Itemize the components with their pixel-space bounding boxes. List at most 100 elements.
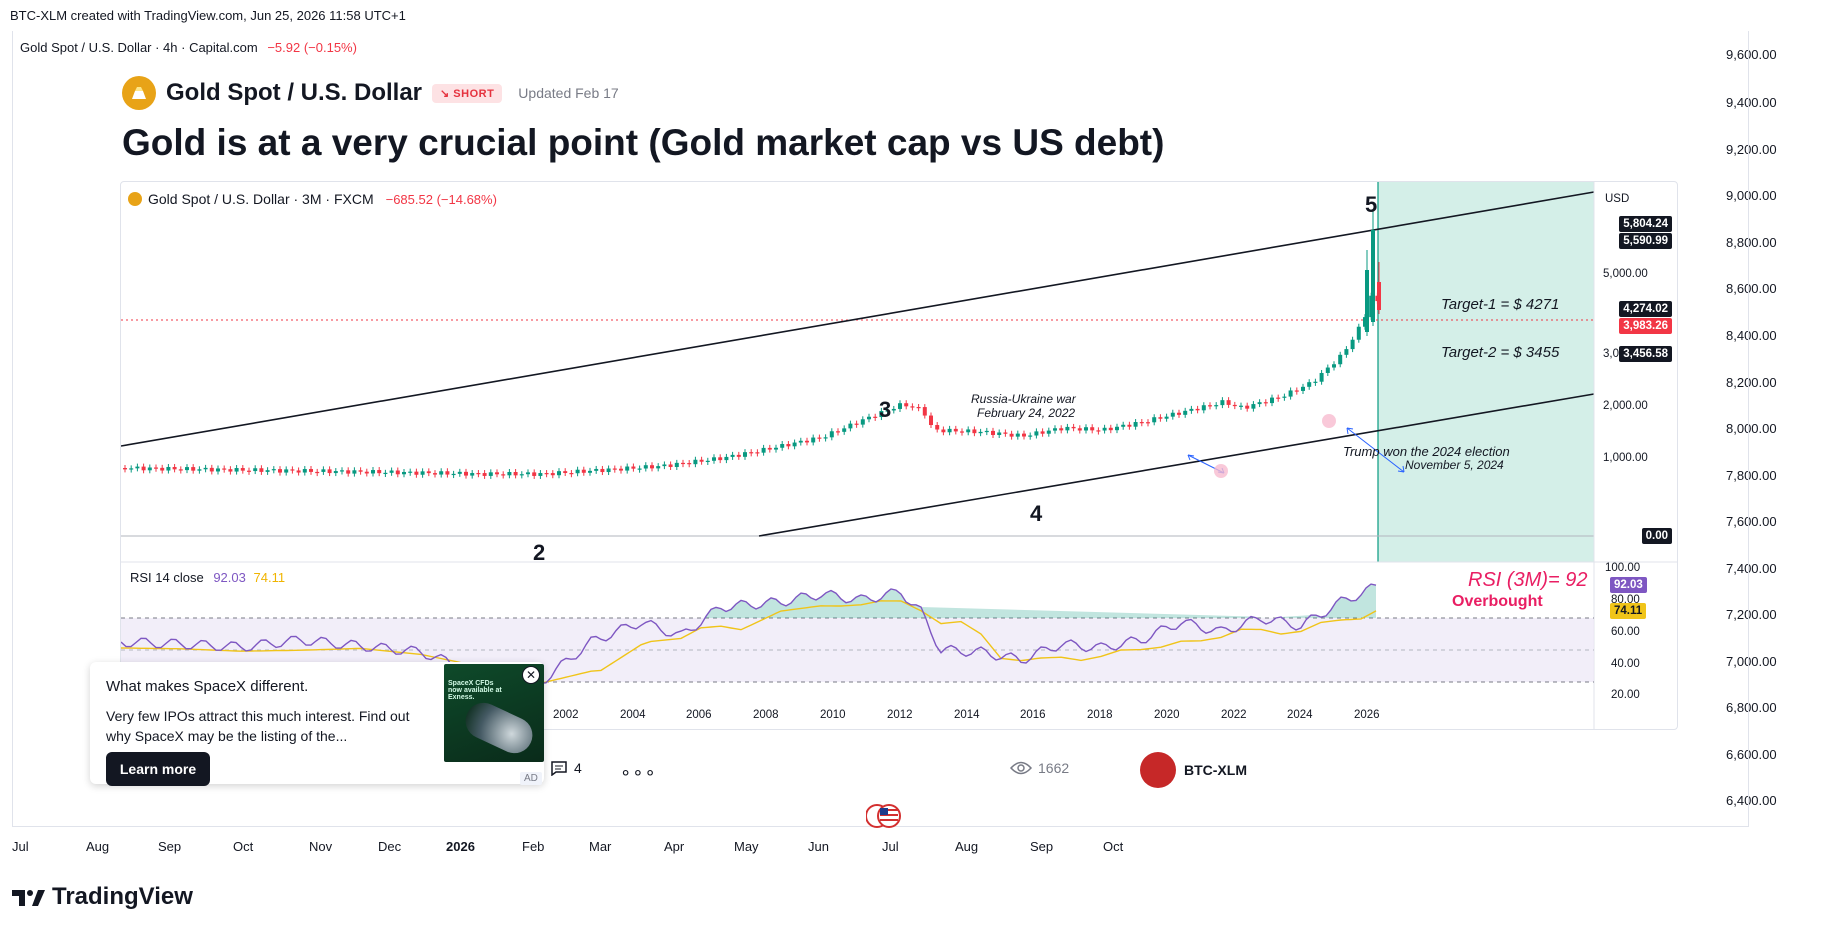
time-tick: Jul	[882, 839, 899, 854]
candle	[532, 472, 537, 476]
candle	[1040, 431, 1045, 434]
rsi-label[interactable]: RSI 14 close	[130, 570, 204, 585]
price-label-last: 4,274.02	[1619, 301, 1672, 317]
candle	[798, 440, 803, 443]
candle	[1307, 382, 1312, 387]
candle	[563, 471, 568, 474]
candle	[712, 457, 716, 461]
candle	[898, 403, 902, 409]
time-tick: 2026	[446, 839, 475, 854]
idea-chart[interactable]: USD 5,000.00 3,000.00 2,000.00 1,000.00 …	[120, 181, 1678, 730]
target-1-label: Target-1 = $ 4271	[1441, 296, 1560, 313]
candle	[519, 474, 524, 476]
candle	[755, 452, 760, 454]
candle	[761, 447, 766, 453]
candle	[433, 473, 437, 475]
chart-canvas[interactable]	[121, 182, 1677, 729]
candle	[1189, 408, 1194, 411]
inner-symbol[interactable]: Gold Spot / U.S. Dollar · 3M · FXCM	[148, 191, 374, 207]
ad-body: Very few IPOs attract this much interest…	[106, 708, 410, 744]
candle	[749, 452, 754, 454]
candle	[1028, 435, 1033, 437]
candle	[234, 468, 239, 472]
candle	[972, 429, 977, 434]
tradingview-logo[interactable]: TradingView	[12, 883, 193, 911]
candle	[209, 467, 214, 472]
ad-card[interactable]: What makes SpaceX different. Very few IP…	[90, 662, 544, 786]
outer-symbol[interactable]: Gold Spot / U.S. Dollar · 4h · Capital.c…	[20, 40, 258, 55]
inner-time-tick: 2012	[887, 709, 913, 721]
candle	[240, 468, 245, 471]
idea-symbol[interactable]: Gold Spot / U.S. Dollar	[166, 79, 423, 106]
candle	[147, 467, 152, 471]
outer-change: −5.92 (−0.15%)	[267, 40, 357, 55]
comment-icon	[550, 760, 568, 777]
candle	[222, 468, 227, 470]
candle	[1208, 405, 1212, 407]
price-label-current: 3,983.26	[1619, 318, 1672, 334]
candle	[1350, 339, 1355, 350]
candle	[885, 410, 890, 412]
candle	[1046, 430, 1051, 434]
candle	[960, 431, 964, 433]
candle	[185, 467, 189, 471]
candles	[123, 210, 1381, 479]
candle	[575, 469, 580, 474]
close-icon[interactable]: ✕	[522, 666, 540, 684]
candle	[476, 473, 481, 475]
candle	[1344, 349, 1349, 355]
candle	[594, 468, 599, 471]
time-tick: May	[734, 839, 759, 854]
candle	[340, 470, 344, 472]
rsi-value-label: 92.03	[1610, 577, 1647, 593]
candle	[507, 472, 512, 476]
candle	[302, 469, 307, 473]
candle	[829, 431, 834, 438]
candle	[724, 456, 729, 461]
outer-legend: Gold Spot / U.S. Dollar · 4h · Capital.c…	[20, 40, 357, 55]
price-label-top2: 5,590.99	[1619, 233, 1672, 249]
inner-price-tick: 1,000.00	[1603, 452, 1648, 464]
candle	[141, 466, 146, 471]
candle	[315, 471, 320, 474]
learn-more-button[interactable]: Learn more	[106, 752, 210, 786]
candle	[1090, 427, 1095, 431]
overbought-label: Overbought	[1452, 593, 1543, 610]
candle	[935, 425, 940, 430]
candle	[792, 442, 797, 447]
candle	[526, 472, 530, 475]
candle	[228, 469, 233, 472]
candle	[426, 471, 431, 474]
target-2-label: Target-2 = $ 3455	[1441, 344, 1560, 361]
candle	[1084, 427, 1088, 431]
candle	[135, 466, 140, 469]
candle	[1294, 390, 1299, 392]
comments-button[interactable]: 4	[550, 760, 582, 777]
price-tick: 8,400.00	[1726, 328, 1777, 343]
candle	[1059, 428, 1064, 431]
price-tick: 7,400.00	[1726, 561, 1777, 576]
us-flag-icon[interactable]	[865, 804, 902, 828]
time-tick: Dec	[378, 839, 402, 854]
inner-time-tick: 2008	[753, 709, 779, 721]
election-annotation-title: Trump won the 2024 election	[1343, 444, 1510, 459]
candle	[619, 468, 623, 471]
author-link[interactable]: BTC-XLM	[1140, 752, 1247, 788]
price-tick: 6,600.00	[1726, 747, 1777, 762]
candle	[197, 469, 202, 471]
candle	[445, 471, 450, 475]
candle	[1270, 397, 1274, 404]
more-options-icon[interactable]: ∘∘∘	[620, 762, 657, 782]
candle	[966, 429, 971, 433]
candle	[395, 470, 400, 475]
candle	[860, 419, 865, 425]
time-tick: Feb	[522, 839, 545, 854]
candle	[1338, 354, 1343, 365]
candle	[1065, 426, 1070, 431]
inner-time-tick: 2010	[820, 709, 846, 721]
candle	[408, 471, 413, 473]
war-annotation-date: February 24, 2022	[977, 406, 1076, 420]
candle	[978, 431, 983, 434]
candle	[699, 459, 704, 462]
time-tick: Apr	[664, 839, 685, 854]
